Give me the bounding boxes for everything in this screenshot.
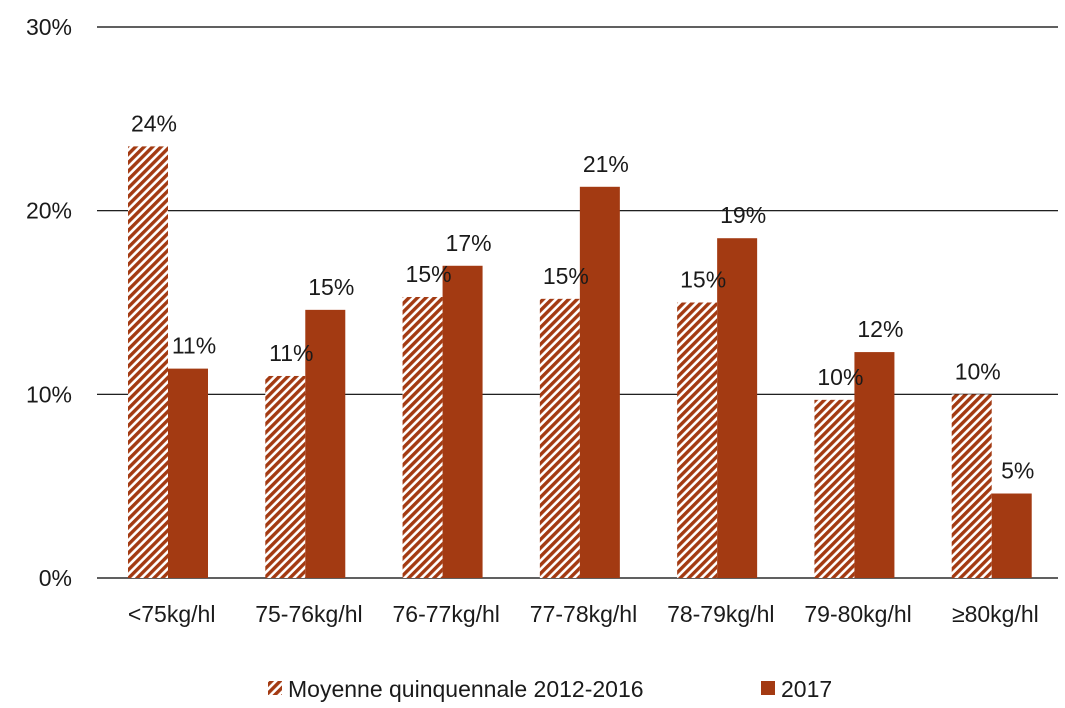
x-category-label: 76-77kg/hl	[393, 601, 500, 627]
data-label: 10%	[817, 364, 863, 390]
data-label: 19%	[720, 202, 766, 228]
data-label: 24%	[131, 110, 177, 136]
data-label: 15%	[680, 267, 726, 293]
bar-average	[128, 146, 168, 578]
legend-swatch-average	[268, 681, 282, 695]
bar-2017	[579, 186, 620, 579]
y-axis: 0% 10% 20% 30%	[26, 14, 72, 591]
bar-average	[265, 375, 306, 578]
bar-2017	[305, 309, 346, 578]
data-label: 10%	[955, 358, 1001, 384]
x-category-label: 75-76kg/hl	[255, 601, 362, 627]
bar-average	[677, 302, 718, 578]
data-label: 15%	[308, 274, 354, 300]
data-label: 15%	[543, 263, 589, 289]
x-category-label: 77-78kg/hl	[530, 601, 637, 627]
data-label: 17%	[446, 230, 492, 256]
bar-average	[402, 296, 443, 578]
legend: Moyenne quinquennale 2012-2016 2017	[268, 676, 832, 702]
x-category-label: ≥80kg/hl	[952, 601, 1039, 627]
bar-2017	[168, 368, 208, 578]
data-label: 11%	[172, 333, 216, 359]
bar-2017	[442, 265, 483, 578]
legend-swatch-2017	[761, 681, 775, 695]
data-label: 12%	[857, 316, 903, 342]
data-label: 11%	[269, 340, 313, 366]
x-category-label: 78-79kg/hl	[667, 601, 774, 627]
bar-2017	[717, 238, 758, 578]
x-category-label: 79-80kg/hl	[804, 601, 911, 627]
bar-average	[539, 298, 580, 578]
legend-label-2017: 2017	[781, 676, 832, 702]
data-label: 21%	[583, 151, 629, 177]
y-tick-label: 30%	[26, 14, 72, 40]
bars	[128, 146, 1032, 579]
x-axis: <75kg/hl 75-76kg/hl 76-77kg/hl 77-78kg/hl 78…	[128, 601, 1039, 627]
bar-average	[814, 399, 855, 578]
y-tick-label: 20%	[26, 198, 72, 224]
bar-2017	[991, 493, 1032, 578]
bar-2017	[854, 352, 895, 578]
data-labels: 24% 11% 11% 15% 15% 17% 15% 21% 15% 19% 10% 12% 10% 5…	[131, 110, 1034, 483]
y-tick-label: 0%	[39, 565, 72, 591]
data-label: 5%	[1001, 458, 1034, 484]
y-tick-label: 10%	[26, 381, 72, 407]
bar-average	[951, 394, 992, 578]
x-category-label: <75kg/hl	[128, 601, 216, 627]
data-label: 15%	[406, 261, 452, 287]
legend-label-average: Moyenne quinquennale 2012-2016	[288, 676, 644, 702]
